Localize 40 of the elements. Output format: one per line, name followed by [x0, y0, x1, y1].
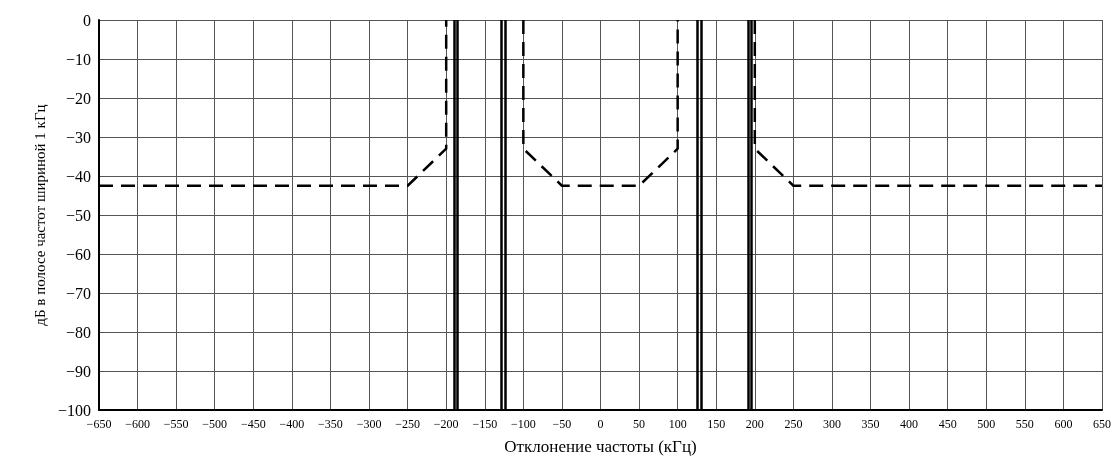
x-tick-label: −200 [433, 417, 459, 431]
x-tick-label: 350 [861, 417, 880, 431]
y-tick-label: 0 [83, 11, 91, 29]
x-tick-label: 500 [977, 417, 996, 431]
y-tick-label: −30 [65, 128, 91, 146]
x-tick-label: 100 [668, 417, 687, 431]
y-tick-label: −80 [65, 323, 91, 341]
y-tick-label: −70 [65, 284, 91, 302]
y-tick-label: −20 [65, 89, 91, 107]
x-tick-label: 150 [707, 417, 726, 431]
x-tick-label: −600 [125, 417, 150, 431]
x-tick-label: −650 [86, 417, 112, 431]
y-axis-title: дБ в полосе частот шириной 1 кГц [31, 104, 48, 326]
x-tick-label: 400 [900, 417, 919, 431]
x-tick-label: −250 [395, 417, 421, 431]
x-tick-label: −450 [240, 417, 266, 431]
x-tick-label: −500 [202, 417, 228, 431]
x-tick-label: −300 [356, 417, 382, 431]
x-tick-label: 250 [784, 417, 803, 431]
x-tick-label: −550 [163, 417, 189, 431]
x-tick-label: 600 [1054, 417, 1073, 431]
x-tick-label: 550 [1015, 417, 1034, 431]
y-tick-label: −60 [65, 245, 91, 263]
y-tick-label: −10 [65, 50, 91, 68]
y-tick-label: −50 [65, 206, 91, 224]
y-tick-label: −40 [65, 167, 91, 185]
x-tick-label: 50 [633, 417, 646, 431]
x-tick-label: −150 [472, 417, 498, 431]
x-tick-label: 300 [822, 417, 841, 431]
y-tick-label: −100 [57, 401, 91, 419]
x-tick-label: 450 [938, 417, 957, 431]
x-axis-title: Отклонение частоты (кГц) [504, 437, 697, 456]
x-tick-label: −400 [279, 417, 305, 431]
x-tick-label: −100 [510, 417, 536, 431]
x-tick-label: 0 [597, 417, 604, 431]
x-tick-label: −350 [318, 417, 343, 431]
y-tick-label: −90 [65, 362, 91, 380]
x-tick-label: −50 [552, 417, 572, 431]
x-tick-label: 200 [745, 417, 764, 431]
x-tick-label: 650 [1093, 417, 1111, 431]
